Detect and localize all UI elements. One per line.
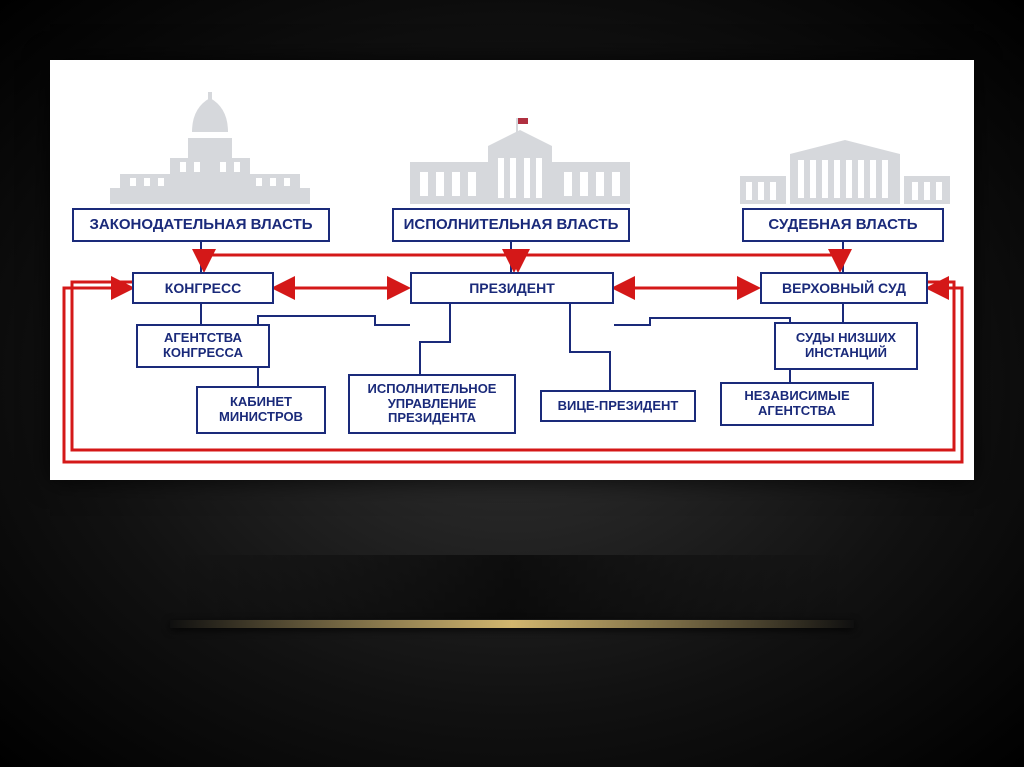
node-exec-office: ИСПОЛНИТЕЛЬНОЕ УПРАВЛЕНИЕ ПРЕЗИДЕНТА — [348, 374, 516, 434]
label: АГЕНТСТВА КОНГРЕССА — [144, 331, 262, 361]
node-vice-president: ВИЦЕ-ПРЕЗИДЕНТ — [540, 390, 696, 422]
node-independent-agencies: НЕЗАВИСИМЫЕ АГЕНТСТВА — [720, 382, 874, 426]
capitol-icon — [110, 92, 310, 204]
decorative-gold-line — [170, 620, 854, 628]
whitehouse-icon — [410, 118, 630, 204]
label: НЕЗАВИСИМЫЕ АГЕНТСТВА — [728, 389, 866, 419]
label: ВИЦЕ-ПРЕЗИДЕНТ — [558, 399, 679, 414]
node-judicial: СУДЕБНАЯ ВЛАСТЬ — [742, 208, 944, 242]
node-congress: КОНГРЕСС — [132, 272, 274, 304]
label: КАБИНЕТ МИНИСТРОВ — [204, 395, 318, 425]
node-supreme-court: ВЕРХОВНЫЙ СУД — [760, 272, 928, 304]
label: СУДЫ НИЗШИХ ИНСТАНЦИЙ — [782, 331, 910, 361]
decorative-shadow — [170, 555, 854, 619]
label: СУДЕБНАЯ ВЛАСТЬ — [768, 216, 917, 233]
node-lower-courts: СУДЫ НИЗШИХ ИНСТАНЦИЙ — [774, 322, 918, 370]
diagram-slide: ЗАКОНОДАТЕЛЬНАЯ ВЛАСТЬ ИСПОЛНИТЕЛЬНАЯ ВЛ… — [50, 60, 974, 480]
label: ПРЕЗИДЕНТ — [469, 280, 555, 296]
label: ИСПОЛНИТЕЛЬНАЯ ВЛАСТЬ — [404, 216, 619, 233]
label: КОНГРЕСС — [165, 280, 241, 296]
node-legislative: ЗАКОНОДАТЕЛЬНАЯ ВЛАСТЬ — [72, 208, 330, 242]
node-congress-agencies: АГЕНТСТВА КОНГРЕССА — [136, 324, 270, 368]
label: ЗАКОНОДАТЕЛЬНАЯ ВЛАСТЬ — [89, 216, 312, 233]
node-president: ПРЕЗИДЕНТ — [410, 272, 614, 304]
supreme-court-icon — [740, 136, 950, 204]
node-cabinet: КАБИНЕТ МИНИСТРОВ — [196, 386, 326, 434]
label: ИСПОЛНИТЕЛЬНОЕ УПРАВЛЕНИЕ ПРЕЗИДЕНТА — [356, 382, 508, 427]
label: ВЕРХОВНЫЙ СУД — [782, 280, 906, 296]
node-executive: ИСПОЛНИТЕЛЬНАЯ ВЛАСТЬ — [392, 208, 630, 242]
